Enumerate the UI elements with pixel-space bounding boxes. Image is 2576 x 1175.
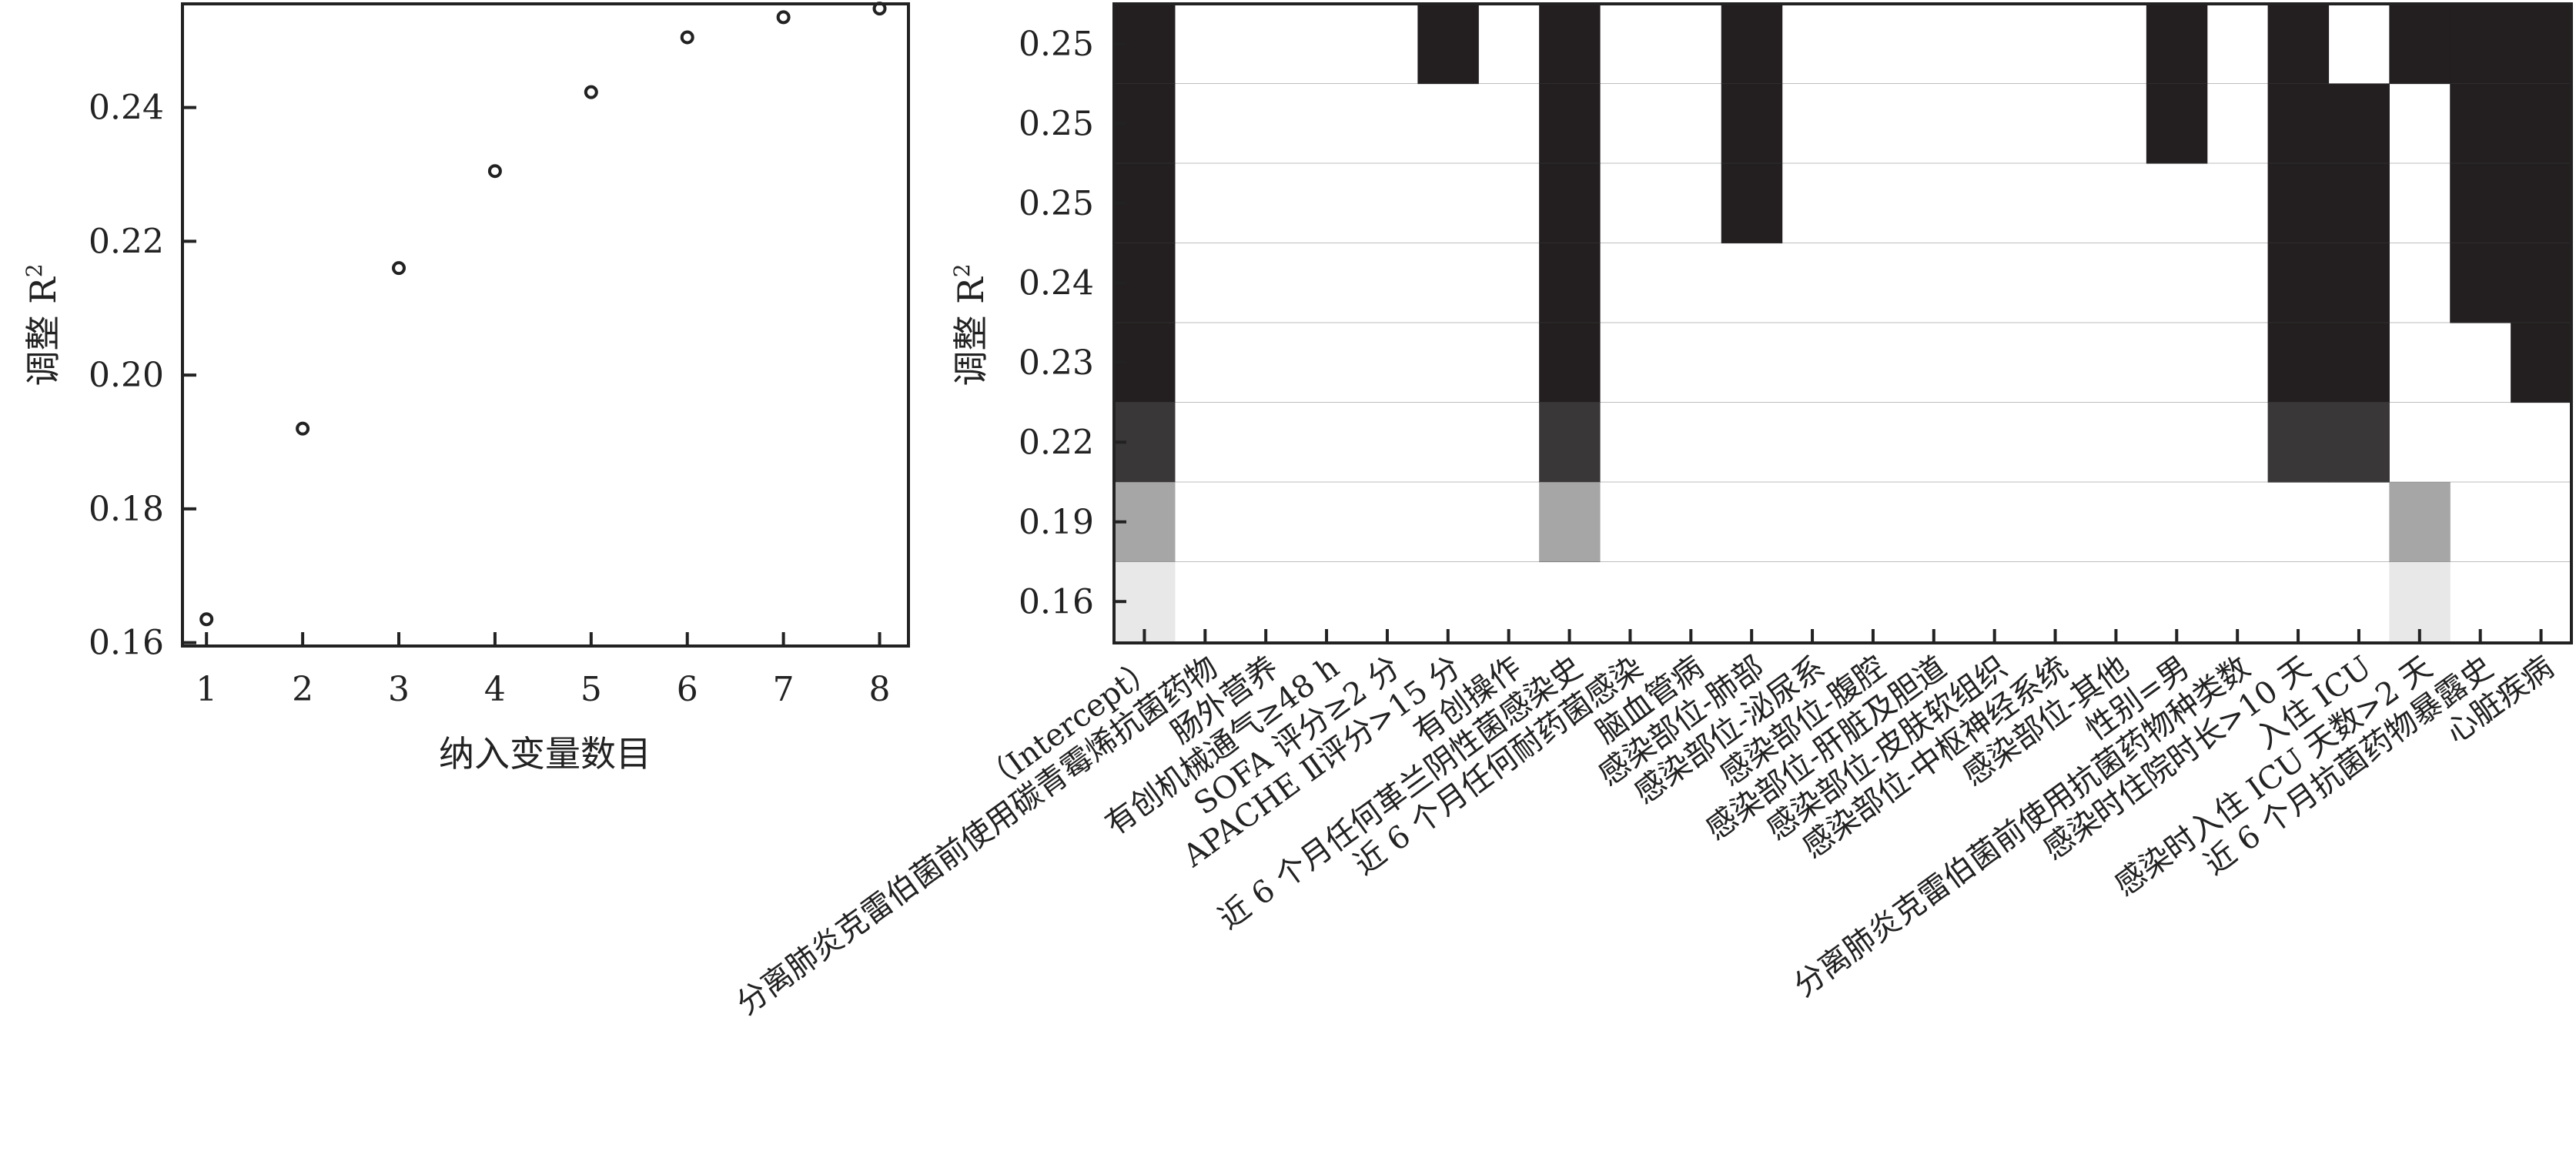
heatmap-cell <box>2389 561 2451 642</box>
scatter-y-tick-label: 0.18 <box>89 490 164 529</box>
scatter-x-tick-label: 8 <box>869 670 891 709</box>
heatmap-cell <box>2511 243 2572 323</box>
heatmap-cell <box>2511 83 2572 164</box>
heatmap-cell <box>1539 163 1601 244</box>
scatter-y-axis: 0.16 0.18 0.20 0.22 0.24 <box>89 89 196 663</box>
heatmap-cell <box>2146 4 2208 85</box>
heatmap-cell <box>2511 323 2572 403</box>
scatter-y-tick-label: 0.24 <box>89 89 164 128</box>
heatmap-cell <box>2389 482 2451 563</box>
heatmap-cell <box>2267 323 2330 403</box>
scatter-point <box>776 10 791 25</box>
heatmap-cell <box>2511 4 2572 85</box>
heatmap-y-axis-label: 调整 R2 <box>949 263 992 386</box>
scatter-x-tick-label: 3 <box>388 670 410 709</box>
heatmap-cell <box>1417 4 1479 85</box>
heatmap-cell <box>2328 323 2390 403</box>
scatter-point <box>296 421 310 436</box>
scatter-x-tick-label: 7 <box>773 670 795 709</box>
heatmap-row-label: 0.24 <box>1019 263 1094 303</box>
heatmap-row-label: 0.23 <box>1019 343 1094 383</box>
scatter-y-tick-label: 0.16 <box>89 624 164 663</box>
heatmap-cells <box>1114 4 2572 642</box>
scatter-point <box>872 2 887 16</box>
heatmap-column-labels: （Intercept）分离肺炎克雷伯菌前使用碳青霉烯抗菌药物肠外营养有创机械通气… <box>730 629 2560 1023</box>
heatmap-cell <box>1721 83 1783 164</box>
scatter-point <box>680 30 694 45</box>
heatmap-cell <box>2389 4 2451 85</box>
heatmap-row-label: 0.25 <box>1019 25 1094 64</box>
scatter-x-tick-label: 6 <box>677 670 698 709</box>
heatmap-row-label: 0.25 <box>1019 184 1094 223</box>
scatter-point <box>487 164 502 179</box>
heatmap-cell <box>1539 402 1601 483</box>
heatmap-row-label: 0.25 <box>1019 104 1094 143</box>
heatmap-cell <box>2146 83 2208 164</box>
heatmap-cell <box>1539 243 1601 323</box>
heatmap-panel: 0.25 0.25 0.25 0.24 0.23 0.22 0.19 0.16 （Interc… <box>730 2 2573 1023</box>
heatmap-cell <box>2267 243 2330 323</box>
scatter-panel: 0.16 0.18 0.20 0.22 0.24 1 2 3 4 5 6 7 8 纳入变量数目 调整 … <box>22 2 910 775</box>
heatmap-cell <box>2450 163 2511 244</box>
scatter-points <box>199 2 887 627</box>
scatter-point <box>584 85 598 99</box>
heatmap-row-label: 0.16 <box>1019 582 1094 621</box>
scatter-point <box>392 261 406 276</box>
scatter-x-tick-label: 2 <box>292 670 313 709</box>
scatter-plot-frame <box>181 2 910 648</box>
heatmap-cell <box>2511 163 2572 244</box>
scatter-x-axis-label: 纳入变量数目 <box>439 733 651 775</box>
heatmap-row-label: 0.22 <box>1019 423 1094 462</box>
heatmap-cell <box>1539 323 1601 403</box>
heatmap-cell <box>1539 4 1601 85</box>
scatter-x-tick-label: 4 <box>484 670 506 709</box>
heatmap-cell <box>2267 402 2330 483</box>
heatmap-cell <box>2267 163 2330 244</box>
scatter-y-tick-label: 0.22 <box>89 222 164 261</box>
heatmap-cell <box>2450 83 2511 164</box>
heatmap-cell <box>2267 4 2330 85</box>
heatmap-cell <box>1721 163 1783 244</box>
heatmap-cell <box>1539 482 1601 563</box>
scatter-y-axis-label-superscript: 2 <box>22 263 47 277</box>
scatter-x-tick-label: 1 <box>196 670 217 709</box>
heatmap-row-labels: 0.25 0.25 0.25 0.24 0.23 0.22 0.19 0.16 <box>1019 25 1126 621</box>
heatmap-row-label: 0.19 <box>1019 503 1094 542</box>
scatter-y-axis-label-text: 调整 R <box>22 276 64 387</box>
scatter-x-axis: 1 2 3 4 5 6 7 8 <box>196 632 891 709</box>
heatmap-cell <box>1721 4 1783 85</box>
heatmap-cell <box>2450 4 2511 85</box>
heatmap-cell <box>2328 402 2390 483</box>
heatmap-cell <box>2328 243 2390 323</box>
heatmap-cell <box>2328 83 2390 164</box>
heatmap-plot-frame <box>1112 2 2573 644</box>
scatter-x-tick-label: 5 <box>580 670 602 709</box>
scatter-y-axis-label: 调整 R2 <box>22 263 64 386</box>
heatmap-cell <box>2328 163 2390 244</box>
heatmap-y-axis-label-text: 调整 R <box>950 276 992 387</box>
heatmap-cell <box>2267 83 2330 164</box>
heatmap-cell <box>1539 83 1601 164</box>
heatmap-column-label: 分离肺炎克雷伯菌前使用碳青霉烯抗菌药物 <box>730 650 1224 1023</box>
scatter-y-tick-label: 0.20 <box>89 356 164 395</box>
heatmap-y-axis-label-superscript: 2 <box>949 263 975 277</box>
heatmap-cell <box>2450 243 2511 323</box>
scatter-point <box>199 612 214 627</box>
